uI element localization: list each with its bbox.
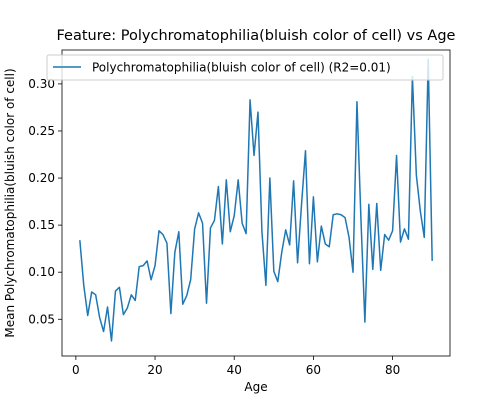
legend-box [46,54,444,81]
y-tick-label: 0.10 [28,265,55,279]
chart-title: Feature: Polychromatophilia(bluish color… [57,28,456,44]
legend-label: Polychromatophilia(bluish color of cell)… [92,61,391,75]
x-tick-label: 60 [306,363,321,377]
x-tick-label: 0 [72,363,80,377]
y-tick-label: 0.05 [28,312,55,326]
series-line [79,58,433,342]
legend: Polychromatophilia(bluish color of cell)… [46,54,444,81]
y-axis-label: Mean Polychromatophilia(bluish color of … [3,68,17,337]
x-tick-label: 20 [147,363,162,377]
axis-ticks: 0 20 40 60 800.050.100.150.200.250.30 [28,77,400,377]
x-tick-label: 40 [227,363,242,377]
plot-frame [61,49,451,357]
x-axis-label: Age [244,380,267,394]
y-tick-label: 0.15 [28,218,55,232]
y-tick-label: 0.25 [28,124,55,138]
y-tick-label: 0.20 [28,171,55,185]
x-tick-label: 80 [385,363,400,377]
